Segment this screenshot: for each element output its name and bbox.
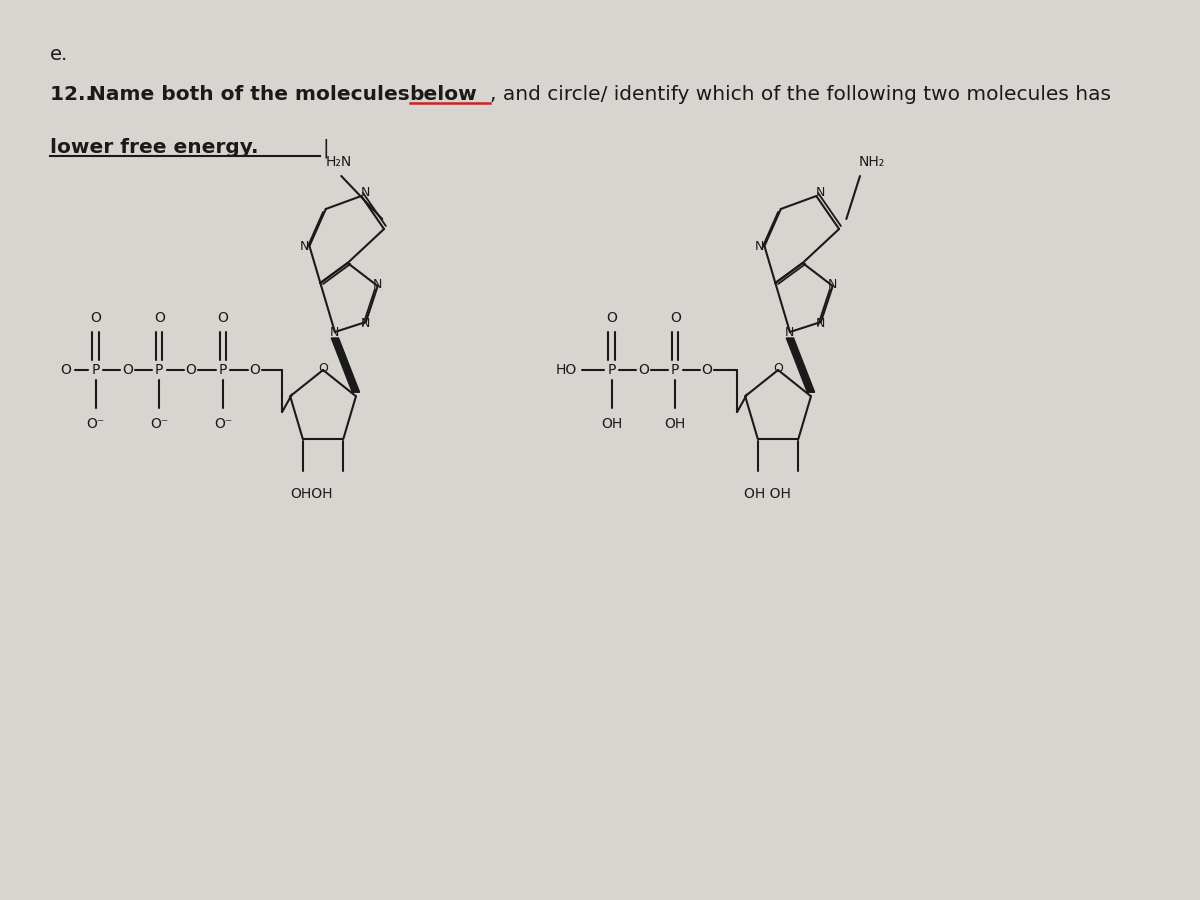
Text: O⁻: O⁻ (150, 417, 168, 431)
Text: P: P (671, 363, 679, 377)
Text: N: N (816, 185, 826, 199)
Text: , and circle/ identify which of the following two molecules has: , and circle/ identify which of the foll… (490, 85, 1111, 104)
Text: P: P (607, 363, 616, 377)
Text: O: O (186, 363, 197, 377)
Text: N: N (300, 239, 310, 253)
Text: N: N (828, 277, 838, 291)
Text: HO: HO (556, 363, 577, 377)
Text: N: N (330, 326, 340, 338)
Text: P: P (155, 363, 163, 377)
Text: O⁻: O⁻ (86, 417, 104, 431)
Text: 12..: 12.. (50, 85, 100, 104)
Text: O: O (702, 363, 713, 377)
Text: O: O (217, 311, 228, 325)
Text: O: O (773, 362, 784, 374)
Text: N: N (361, 318, 371, 330)
Text: H₂N: H₂N (325, 155, 352, 169)
Text: O: O (670, 311, 680, 325)
Text: O: O (122, 363, 133, 377)
Polygon shape (786, 338, 815, 392)
Text: P: P (91, 363, 100, 377)
Text: N: N (785, 326, 794, 338)
Text: O: O (318, 362, 328, 374)
Text: lower free energy.: lower free energy. (50, 138, 258, 157)
Text: N: N (361, 185, 371, 199)
Text: P: P (218, 363, 227, 377)
Text: N: N (816, 318, 826, 330)
Text: O: O (60, 363, 71, 377)
Text: |: | (322, 138, 329, 157)
Text: N: N (755, 239, 764, 253)
Text: O⁻: O⁻ (214, 417, 232, 431)
Text: OH: OH (665, 417, 686, 431)
Text: OH OH: OH OH (744, 487, 791, 501)
Text: NH₂: NH₂ (859, 155, 884, 169)
Text: OH: OH (601, 417, 622, 431)
Text: O: O (606, 311, 617, 325)
Text: O: O (154, 311, 164, 325)
Text: Name both of the molecules: Name both of the molecules (89, 85, 416, 104)
Text: O: O (250, 363, 260, 377)
Text: below: below (409, 85, 478, 104)
Polygon shape (331, 338, 360, 392)
Text: e.: e. (50, 45, 68, 64)
Text: O: O (638, 363, 649, 377)
Text: O: O (90, 311, 101, 325)
Text: N: N (373, 277, 383, 291)
Text: OHOH: OHOH (290, 487, 332, 501)
